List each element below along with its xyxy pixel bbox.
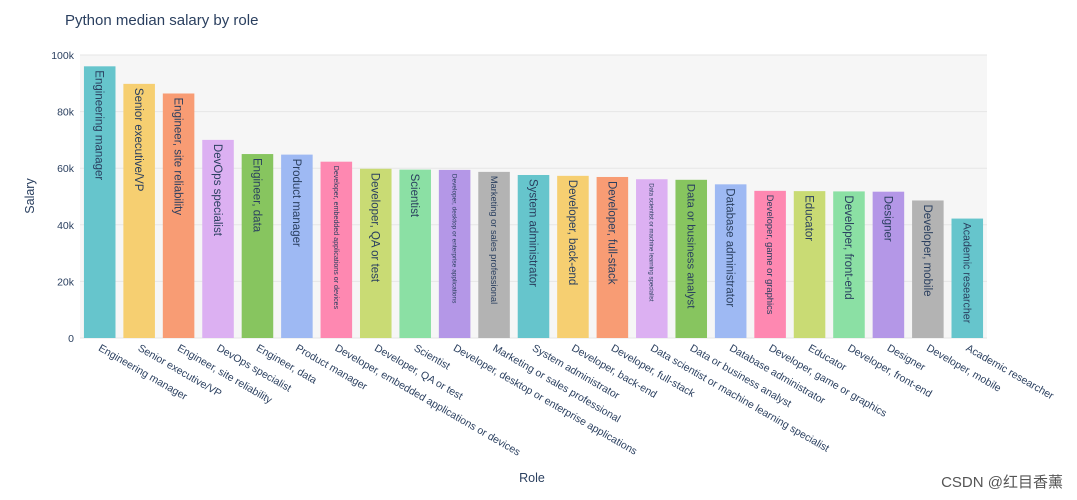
x-axis-title: Role bbox=[519, 471, 545, 485]
bars: Engineering manager Senior executive/VP En… bbox=[83, 66, 984, 338]
bar-label: Product manager bbox=[290, 159, 302, 247]
bar-label: Developer, desktop or enterprise applica… bbox=[450, 174, 457, 303]
y-tick-label: 100k bbox=[51, 50, 75, 62]
bar bbox=[281, 154, 313, 338]
bar-label: Database administrator bbox=[724, 188, 736, 307]
bar-label: Marketing or sales professional bbox=[489, 176, 499, 304]
bar-label: Designer bbox=[881, 196, 893, 242]
y-tick-label: 80k bbox=[57, 107, 75, 119]
bar-label: DevOps specialist bbox=[211, 144, 223, 237]
bar bbox=[754, 190, 786, 338]
bar bbox=[241, 154, 274, 338]
bar bbox=[162, 93, 195, 338]
bar bbox=[872, 191, 905, 338]
bar-label: Senior executive/VP bbox=[132, 88, 144, 192]
bar bbox=[675, 179, 708, 338]
bar bbox=[833, 191, 865, 338]
bar bbox=[83, 66, 116, 338]
bar-label: Developer, QA or test bbox=[369, 173, 381, 283]
bar-label: Data or business analyst bbox=[684, 184, 696, 309]
bar-label: Scientist bbox=[408, 174, 420, 218]
bar bbox=[557, 175, 589, 338]
bar bbox=[202, 139, 234, 338]
bar-label: Engineering manager bbox=[93, 70, 105, 180]
bar bbox=[359, 168, 392, 338]
bar-label: System administrator bbox=[527, 179, 539, 287]
bar bbox=[478, 171, 510, 338]
bar-label: Developer, back-end bbox=[566, 180, 578, 285]
bar bbox=[399, 169, 431, 338]
bar-label: Educator bbox=[803, 195, 815, 241]
bar bbox=[517, 174, 550, 338]
bar-label: Developer, embedded applications or devi… bbox=[332, 166, 340, 310]
y-tick-label: 60k bbox=[57, 163, 75, 175]
bar-label: Developer, mobile bbox=[921, 205, 933, 297]
bar bbox=[596, 176, 629, 338]
bar bbox=[636, 179, 668, 338]
watermark: CSDN @红目香薰 bbox=[941, 474, 1063, 491]
bar bbox=[951, 218, 984, 338]
y-tick-labels: 0 20k 40k 60k 80k 100k bbox=[51, 50, 75, 345]
bar bbox=[912, 200, 944, 338]
bar-label: Data scientist or machine learning speci… bbox=[648, 183, 655, 302]
bar-label: Engineer, data bbox=[250, 158, 262, 233]
y-tick-label: 40k bbox=[57, 220, 75, 232]
y-tick-label: 0 bbox=[68, 333, 74, 345]
bar bbox=[793, 191, 826, 338]
bar-label: Engineer, site reliability bbox=[172, 98, 184, 216]
bar bbox=[320, 161, 353, 338]
bar-label: Developer, game or graphics bbox=[765, 195, 775, 315]
y-axis-title: Salary bbox=[23, 178, 37, 214]
bar bbox=[123, 83, 155, 338]
bar bbox=[438, 169, 471, 338]
bar-label: Developer, full-stack bbox=[605, 181, 617, 285]
bar-label: Developer, front-end bbox=[842, 195, 854, 299]
chart-title: Python median salary by role bbox=[65, 12, 259, 29]
bar bbox=[714, 184, 747, 338]
bar-label: Academic researcher bbox=[961, 223, 973, 324]
y-tick-label: 20k bbox=[57, 276, 75, 288]
